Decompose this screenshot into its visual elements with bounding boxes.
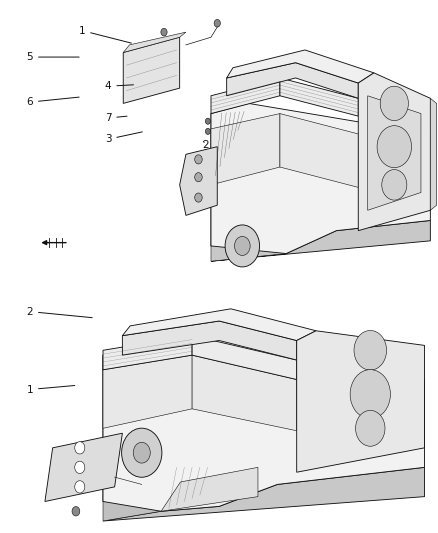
- Text: 6: 6: [26, 97, 79, 107]
- Circle shape: [205, 118, 210, 124]
- Circle shape: [382, 169, 407, 200]
- Circle shape: [214, 19, 220, 27]
- Polygon shape: [211, 231, 286, 261]
- Polygon shape: [280, 114, 358, 188]
- Circle shape: [122, 428, 162, 477]
- Text: 2: 2: [203, 140, 209, 150]
- Polygon shape: [103, 355, 192, 429]
- Circle shape: [195, 193, 202, 202]
- Circle shape: [205, 128, 210, 134]
- Polygon shape: [211, 103, 249, 246]
- Polygon shape: [211, 221, 431, 261]
- Polygon shape: [192, 336, 297, 379]
- Polygon shape: [358, 73, 431, 231]
- Circle shape: [356, 410, 385, 446]
- Circle shape: [75, 481, 85, 493]
- Polygon shape: [103, 336, 192, 370]
- Polygon shape: [103, 467, 424, 521]
- Polygon shape: [103, 487, 180, 521]
- Polygon shape: [226, 63, 358, 98]
- Polygon shape: [367, 96, 421, 211]
- Polygon shape: [103, 345, 424, 511]
- Polygon shape: [123, 37, 180, 103]
- Text: 1: 1: [26, 384, 75, 394]
- Text: 3: 3: [105, 132, 142, 144]
- Text: 5: 5: [26, 52, 79, 62]
- Polygon shape: [431, 98, 437, 211]
- Polygon shape: [211, 78, 280, 114]
- Polygon shape: [192, 355, 297, 431]
- Circle shape: [380, 86, 408, 120]
- Text: 1: 1: [78, 26, 131, 43]
- Circle shape: [72, 506, 80, 516]
- Polygon shape: [211, 103, 431, 254]
- Polygon shape: [297, 331, 424, 472]
- Circle shape: [75, 442, 85, 454]
- Circle shape: [377, 126, 412, 168]
- Text: 2: 2: [26, 306, 92, 318]
- Text: 7: 7: [105, 113, 127, 123]
- Polygon shape: [161, 467, 258, 511]
- Circle shape: [195, 155, 202, 164]
- Circle shape: [161, 28, 167, 36]
- Circle shape: [75, 461, 85, 473]
- Polygon shape: [45, 433, 122, 502]
- Circle shape: [195, 173, 202, 182]
- Circle shape: [225, 225, 260, 267]
- Circle shape: [133, 442, 150, 463]
- Polygon shape: [122, 321, 297, 360]
- Polygon shape: [226, 50, 374, 83]
- Circle shape: [350, 370, 390, 419]
- Polygon shape: [123, 32, 186, 53]
- Circle shape: [354, 330, 387, 370]
- Polygon shape: [122, 309, 316, 341]
- Polygon shape: [180, 147, 217, 215]
- Polygon shape: [103, 345, 142, 502]
- Circle shape: [234, 236, 250, 255]
- Polygon shape: [211, 114, 280, 185]
- Text: 4: 4: [105, 81, 134, 91]
- Polygon shape: [280, 78, 358, 116]
